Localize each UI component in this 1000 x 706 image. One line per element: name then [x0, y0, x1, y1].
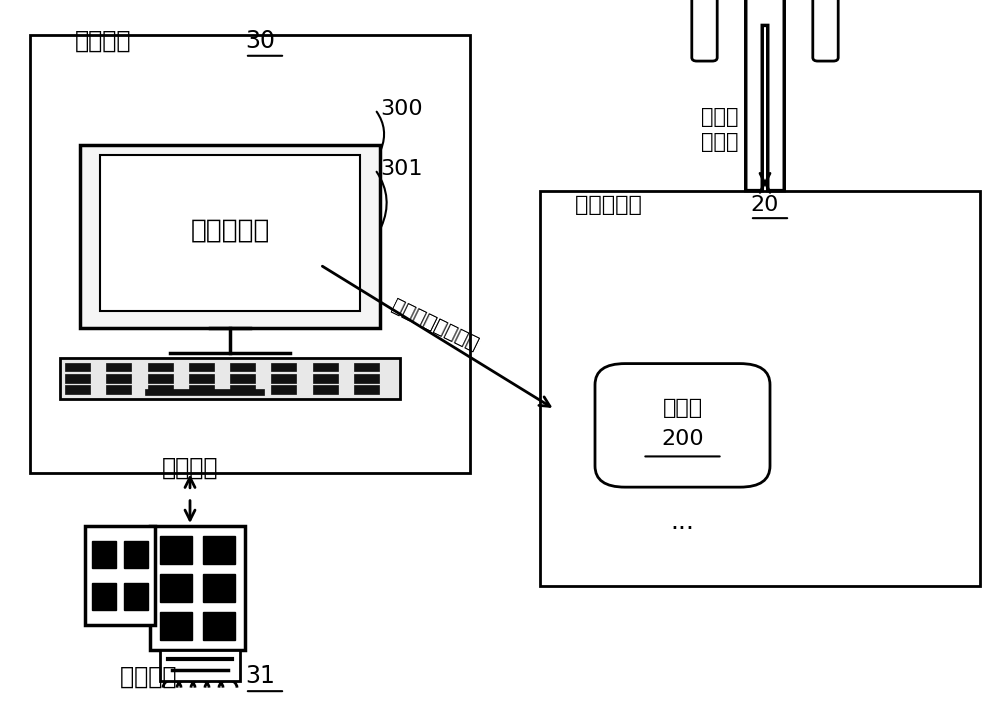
Bar [85, 526, 155, 625]
Bar [354, 363, 379, 371]
Text: 待处理事务: 待处理事务 [190, 218, 270, 244]
Bar [148, 374, 173, 383]
Bar [354, 374, 379, 383]
Bar [150, 526, 245, 650]
Bar [60, 358, 400, 399]
Text: 20: 20 [750, 196, 778, 215]
Bar [230, 363, 255, 371]
Bar [312, 385, 338, 394]
Bar [148, 385, 173, 394]
Bar [148, 363, 173, 371]
Bar [100, 155, 360, 311]
Bar [354, 385, 379, 394]
FancyBboxPatch shape [813, 0, 838, 61]
Bar [271, 374, 296, 383]
Text: 监测系统: 监测系统 [75, 29, 132, 53]
FancyBboxPatch shape [595, 364, 770, 487]
Bar [145, 389, 264, 395]
Bar [160, 650, 240, 681]
Bar [230, 374, 255, 383]
Bar [106, 374, 131, 383]
Bar [189, 385, 214, 394]
Bar [271, 363, 296, 371]
Bar [312, 374, 338, 383]
Text: 区块链网络: 区块链网络 [575, 196, 649, 215]
Text: 登记注册: 登记注册 [162, 456, 218, 480]
Bar [65, 363, 90, 371]
Bar [189, 374, 214, 383]
Bar [106, 363, 131, 371]
Bar [92, 583, 116, 610]
Bar [30, 35, 470, 473]
Text: 300: 300 [380, 100, 423, 119]
Text: 最终处
理结果: 最终处 理结果 [701, 107, 739, 152]
Bar [230, 385, 255, 394]
Bar [124, 583, 148, 610]
Bar [312, 363, 338, 371]
Bar [160, 611, 192, 640]
Text: 30: 30 [245, 29, 275, 53]
Bar [65, 385, 90, 394]
Bar [160, 536, 192, 564]
Text: 认证中心: 认证中心 [120, 664, 184, 688]
Bar [540, 191, 980, 586]
Text: 31: 31 [245, 664, 275, 688]
Bar [189, 363, 214, 371]
Bar [160, 573, 192, 602]
Bar [203, 573, 235, 602]
Text: ...: ... [670, 510, 694, 534]
Bar [92, 541, 116, 568]
Bar [203, 536, 235, 564]
Bar [80, 145, 380, 328]
FancyBboxPatch shape [692, 0, 717, 61]
Bar [271, 385, 296, 394]
Bar [203, 611, 235, 640]
Text: 200: 200 [661, 429, 704, 450]
PathPatch shape [704, 0, 826, 191]
Bar [65, 374, 90, 383]
Text: 301: 301 [380, 160, 422, 179]
Bar [106, 385, 131, 394]
Bar [124, 541, 148, 568]
Text: 子事务的处理结果: 子事务的处理结果 [389, 296, 481, 354]
Text: 服务器: 服务器 [662, 397, 703, 418]
